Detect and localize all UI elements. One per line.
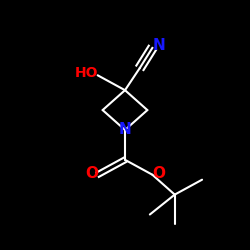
Text: O: O	[85, 166, 98, 181]
Text: N: N	[119, 122, 132, 138]
Text: N: N	[152, 38, 165, 53]
Text: HO: HO	[75, 66, 98, 80]
Text: O: O	[152, 166, 165, 181]
